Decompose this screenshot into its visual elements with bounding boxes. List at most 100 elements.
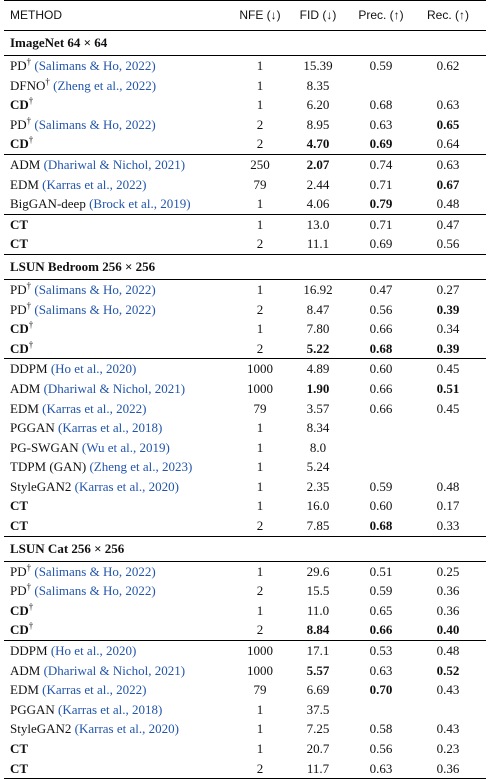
dagger-mark: †: [28, 135, 34, 146]
table-row: CD† 1 7.80 0.66 0.34: [4, 319, 486, 339]
header-method: METHOD: [10, 8, 62, 22]
nfe-cell: 1: [256, 701, 264, 717]
method-name: CD: [10, 622, 29, 638]
fid-cell: 7.80: [306, 321, 330, 337]
method-name: PD: [10, 281, 27, 297]
section-title: ImageNet 64 × 64: [4, 31, 486, 55]
rec-cell: 0.48: [436, 643, 460, 659]
method-cell: PG-SWGAN (Wu et al., 2019): [10, 438, 170, 458]
method-cell: EDM (Karras et al., 2022): [10, 680, 146, 700]
rec-cell: 0.45: [436, 361, 460, 377]
table-row: CD† 2 5.22 0.68 0.39: [4, 339, 486, 359]
nfe-cell: 1: [256, 741, 264, 756]
dagger-mark: †: [28, 319, 34, 330]
nfe-cell: 1: [256, 216, 264, 232]
section-title-text: LSUN Bedroom 256 × 256: [10, 258, 156, 274]
rec-cell: 0.48: [436, 478, 460, 494]
method-cell: ADM (Dhariwal & Nichol, 2021): [10, 379, 185, 399]
prec-cell: 0.59: [369, 478, 393, 494]
citation-link[interactable]: (Brock et al., 2019): [89, 196, 191, 212]
method-name: CT: [10, 741, 29, 756]
method-name: PD: [10, 58, 27, 73]
fid-cell: 8.34: [306, 420, 330, 436]
method-name: PD: [10, 563, 27, 579]
prec-cell: 0.79: [369, 196, 393, 212]
citation-link[interactable]: (Karras et al., 2022): [42, 682, 147, 698]
header-prec: Prec. (↑): [358, 8, 404, 22]
citation-link[interactable]: (Karras et al., 2022): [42, 176, 147, 192]
prec-cell: 0.60: [369, 498, 393, 514]
nfe-cell: 2: [256, 340, 264, 356]
header-nfe: NFE (↓): [239, 8, 281, 22]
fid-cell: 11.7: [306, 760, 330, 776]
citation-link[interactable]: (Wu et al., 2019): [81, 439, 170, 455]
citation-link[interactable]: (Ho et al., 2020): [50, 361, 137, 377]
prec-cell: 0.51: [369, 563, 393, 579]
dagger-mark: †: [26, 115, 32, 126]
method-cell: EDM (Karras et al., 2022): [10, 175, 146, 195]
method-cell: CT: [10, 739, 28, 759]
method-cell: ADM (Dhariwal & Nichol, 2021): [10, 661, 185, 681]
rec-cell: 0.65: [436, 116, 460, 132]
citation-link[interactable]: (Salimans & Ho, 2022): [34, 58, 156, 73]
rec-cell: 0.36: [436, 583, 460, 599]
method-cell: CT: [10, 234, 28, 254]
citation-link[interactable]: (Salimans & Ho, 2022): [34, 301, 156, 317]
nfe-cell: 1: [256, 420, 264, 436]
method-cell: PD† (Salimans & Ho, 2022): [10, 562, 156, 582]
fid-cell: 7.25: [306, 721, 330, 737]
citation-link[interactable]: (Salimans & Ho, 2022): [34, 116, 156, 132]
fid-cell: 2.35: [306, 478, 330, 494]
citation-link[interactable]: (Karras et al., 2018): [58, 420, 163, 436]
citation-link[interactable]: (Karras et al., 2018): [58, 701, 163, 717]
method-cell: PGGAN (Karras et al., 2018): [10, 700, 162, 720]
method-name: EDM: [10, 682, 39, 698]
method-name: TDPM (GAN): [10, 459, 87, 475]
citation-link[interactable]: (Karras et al., 2020): [74, 721, 179, 737]
dagger-mark: †: [26, 280, 32, 291]
table-body: ImageNet 64 × 64 PD† (Salimans & Ho, 2022…: [4, 31, 486, 779]
method-cell: CT: [10, 759, 28, 779]
nfe-cell: 2: [256, 583, 264, 599]
method-name: ADM: [10, 662, 41, 678]
rec-cell: 0.23: [436, 741, 460, 756]
citation-link[interactable]: (Salimans & Ho, 2022): [34, 281, 156, 297]
dagger-mark: †: [28, 95, 34, 106]
prec-cell: 0.53: [369, 643, 393, 659]
citation-link[interactable]: (Dhariwal & Nichol, 2021): [43, 662, 186, 678]
citation-link[interactable]: (Dhariwal & Nichol, 2021): [43, 156, 186, 172]
prec-cell: 0.70: [369, 682, 393, 698]
nfe-cell: 1: [256, 602, 264, 618]
citation-link[interactable]: (Ho et al., 2020): [50, 643, 137, 659]
prec-cell: 0.66: [369, 321, 393, 337]
rec-cell: 0.33: [436, 518, 460, 534]
method-name: DFNO: [10, 77, 46, 93]
citation-link[interactable]: (Salimans & Ho, 2022): [34, 563, 156, 579]
citation-link[interactable]: (Dhariwal & Nichol, 2021): [43, 380, 186, 396]
method-name: BigGAN-deep: [10, 196, 86, 212]
table-row: CD† 1 6.20 0.68 0.63: [4, 95, 486, 115]
method-cell: CT: [10, 496, 28, 516]
nfe-cell: 1: [256, 77, 264, 93]
method-cell: CD†: [10, 339, 33, 359]
method-name: ADM: [10, 380, 41, 396]
method-name: EDM: [10, 176, 39, 192]
method-name: PD: [10, 301, 27, 317]
prec-cell: 0.71: [369, 176, 393, 192]
citation-link[interactable]: (Zheng et al., 2022): [53, 77, 157, 93]
citation-link[interactable]: (Karras et al., 2022): [42, 400, 147, 416]
fid-cell: 8.47: [306, 301, 330, 317]
table-row: CT 1 16.0 0.60 0.17: [4, 496, 486, 516]
table-row: PD† (Salimans & Ho, 2022) 2 8.95 0.63 0.65: [4, 115, 486, 135]
citation-link[interactable]: (Zheng et al., 2023): [89, 459, 193, 475]
prec-cell: 0.68: [369, 518, 393, 534]
method-name: ADM: [10, 156, 41, 172]
table-row: StyleGAN2 (Karras et al., 2020) 1 7.25 0.58…: [4, 719, 486, 739]
fid-cell: 2.07: [306, 156, 330, 172]
citation-link[interactable]: (Salimans & Ho, 2022): [34, 583, 156, 599]
nfe-cell: 2: [256, 116, 264, 132]
prec-cell: 0.63: [369, 760, 393, 776]
nfe-cell: 79: [253, 682, 267, 698]
rec-cell: 0.51: [436, 380, 460, 396]
citation-link[interactable]: (Karras et al., 2020): [74, 478, 179, 494]
